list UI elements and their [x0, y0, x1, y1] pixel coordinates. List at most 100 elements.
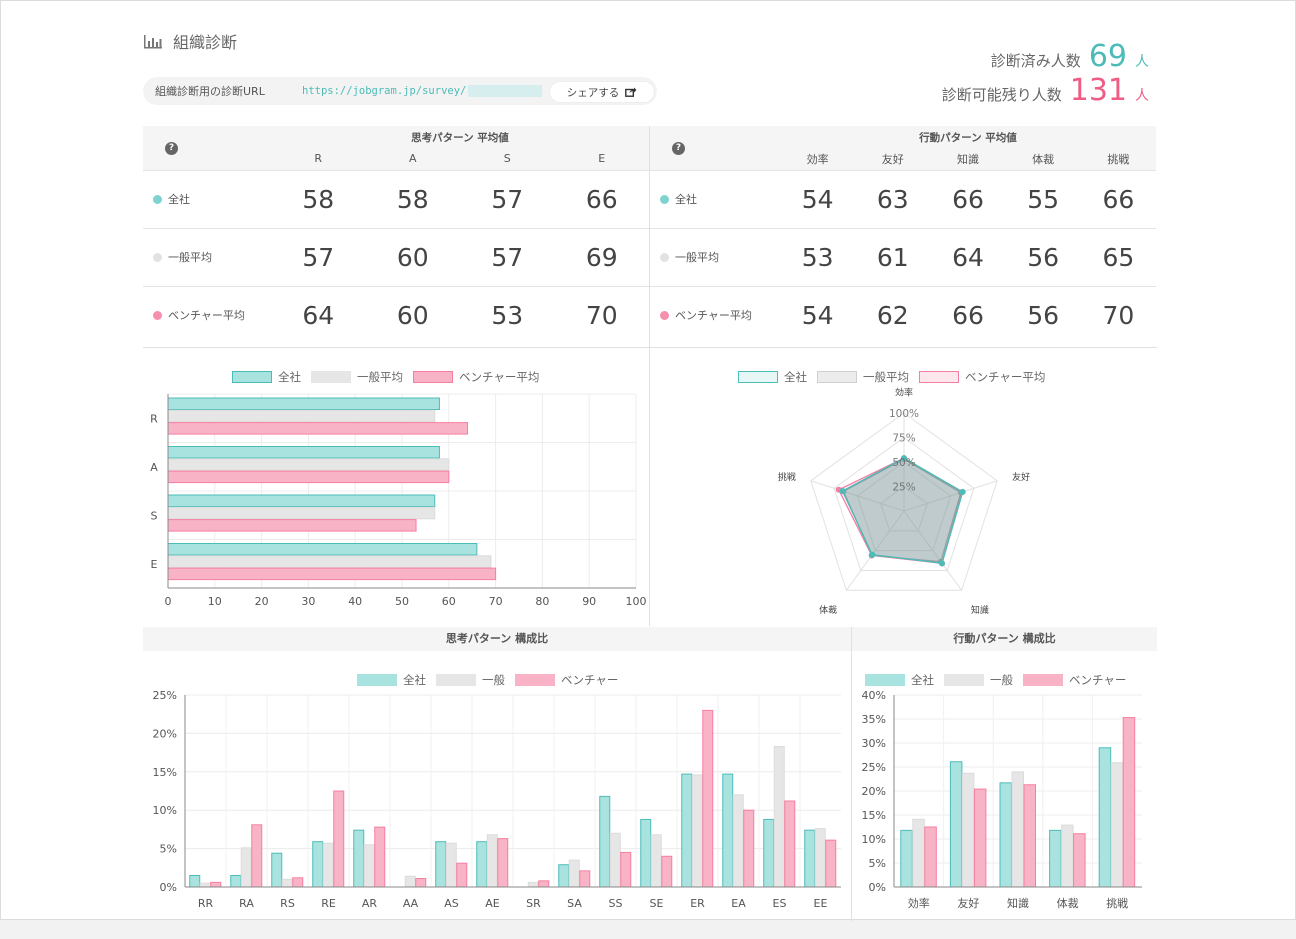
legend-item[interactable]: 全社 [357, 672, 426, 688]
thinking-col: R [271, 148, 366, 170]
table-cell: 61 [855, 227, 931, 286]
y-tick-label: 25% [862, 761, 886, 774]
help-icon[interactable]: ? [165, 141, 178, 155]
bar [681, 773, 693, 888]
action-help[interactable]: ? [650, 126, 780, 170]
legend-item[interactable]: 全社 [738, 369, 807, 385]
share-button[interactable]: シェアする [549, 81, 655, 103]
bar [167, 409, 436, 423]
legend-item[interactable]: 一般 [436, 672, 505, 688]
legend-item[interactable]: 全社 [232, 369, 301, 385]
legend-dot [660, 195, 669, 204]
table-cell: 57 [271, 227, 366, 286]
bar [691, 774, 703, 888]
y-tick-label: 20% [862, 785, 886, 798]
table-cell: 63 [855, 169, 931, 228]
x-tick-label: 60 [442, 595, 456, 608]
legend-item[interactable]: 一般平均 [311, 369, 403, 385]
bar [599, 795, 611, 888]
legend-swatch [817, 371, 857, 383]
radar-tick-label: 75% [892, 433, 915, 445]
bar [210, 881, 222, 888]
radar-point [959, 488, 966, 495]
legend-swatch [413, 371, 453, 383]
bar [784, 800, 796, 888]
x-tick-label: 挑戦 [1106, 896, 1128, 910]
diagnosed-label: 診断済み人数 [990, 52, 1081, 70]
radar-grid [833, 436, 975, 571]
page-title-text: 組織診断 [173, 33, 238, 52]
x-tick-label: 50 [395, 595, 409, 608]
action-average-table: ? 行動パターン 平均値 効率 友好 知識 体裁 挑戦 全社 54 63 66 … [650, 126, 1156, 344]
legend-swatch [738, 371, 778, 383]
radar-point [869, 551, 876, 558]
legend-item[interactable]: 一般 [944, 672, 1013, 688]
legend-swatch [865, 674, 905, 686]
bar [949, 761, 963, 888]
row-label: 一般平均 [143, 227, 271, 286]
radar-grid [856, 461, 952, 552]
legend-item[interactable]: ベンチャー平均 [919, 369, 1045, 385]
help-icon[interactable]: ? [672, 141, 685, 155]
remaining-count: 131 [1069, 73, 1127, 108]
bar [167, 422, 469, 435]
bar [1049, 829, 1062, 888]
bar [732, 794, 744, 888]
thinking-help[interactable]: ? [143, 126, 271, 170]
legend-item[interactable]: ベンチャー平均 [413, 369, 539, 385]
table-cell: 60 [365, 227, 460, 286]
y-tick-label: 10% [862, 833, 886, 846]
table-cell: 65 [1080, 227, 1156, 286]
bar-chart-icon [144, 35, 162, 49]
bar [1073, 833, 1086, 888]
x-tick-label: SE [650, 897, 664, 910]
bar [292, 877, 304, 888]
legend-item[interactable]: 一般平均 [817, 369, 909, 385]
x-tick-label: SS [609, 897, 623, 910]
page-title: 組織診断 [143, 29, 237, 53]
legend-dot [660, 311, 669, 321]
x-tick-label: RR [198, 897, 214, 910]
bar [1122, 717, 1136, 888]
table-cell: 62 [855, 285, 931, 344]
legend-label: 全社 [403, 673, 426, 687]
legend-swatch [515, 674, 555, 686]
survey-url-link[interactable]: https://jobgram.jp/survey/ [302, 85, 467, 97]
legend-label: ベンチャー [561, 673, 619, 687]
bar [240, 847, 252, 888]
table-cell: 55 [1005, 169, 1081, 228]
y-tick-label: 5% [869, 857, 886, 870]
bar [167, 494, 436, 507]
legend-item[interactable]: ベンチャー [515, 672, 618, 688]
y-tick-label: 35% [862, 713, 886, 726]
table-cell: 64 [930, 227, 1006, 286]
x-tick-label: 10 [208, 595, 222, 608]
bar [1061, 824, 1074, 888]
legend-swatch [311, 371, 351, 383]
table-row: 全社 54 63 66 55 66 [650, 169, 1156, 228]
y-tick-label: 30% [862, 737, 886, 750]
radar-axis-label: 友好 [1012, 471, 1030, 483]
bar [230, 874, 242, 888]
divider [649, 126, 650, 626]
row-label: ベンチャー平均 [143, 285, 271, 344]
thinking-table-title: 思考パターン 平均値 [271, 126, 649, 148]
x-tick-label: AR [362, 897, 378, 910]
table-row: 全社 58 58 57 66 [143, 169, 649, 228]
bar [1011, 771, 1024, 888]
legend-item[interactable]: ベンチャー [1023, 672, 1126, 688]
remaining-unit: 人 [1135, 88, 1149, 104]
thinking-col: A [365, 148, 460, 170]
radar-grid [880, 485, 928, 532]
y-tick-label: 5% [160, 843, 177, 856]
legend-dot [153, 311, 162, 321]
legend-item[interactable]: 全社 [865, 672, 934, 688]
x-tick-label: ES [773, 897, 787, 910]
x-tick-label: EE [814, 897, 828, 910]
y-tick-label: S [151, 509, 158, 522]
x-tick-label: RS [280, 897, 295, 910]
row-label-text: ベンチャー平均 [168, 309, 245, 323]
bar [251, 824, 263, 888]
bar [814, 828, 826, 888]
